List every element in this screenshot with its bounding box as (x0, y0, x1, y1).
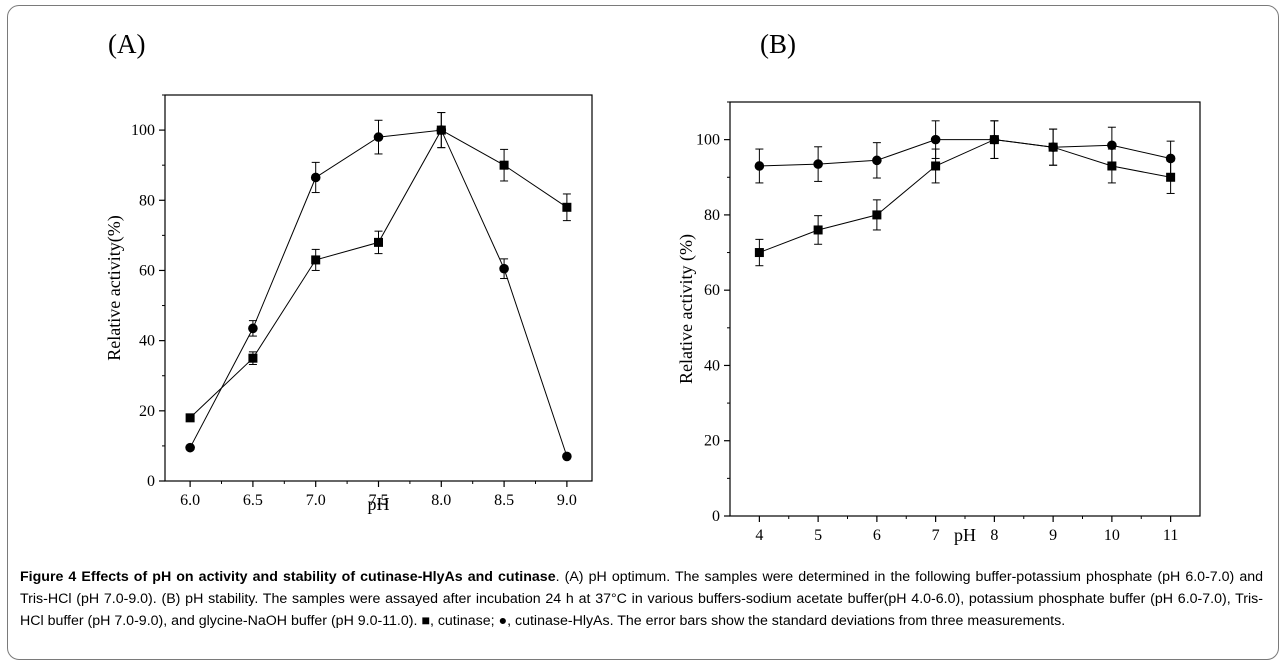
chart-panel-a: (A) 6.0 6.5 7.0 7.5 8.0 8.5 9.0 0 20 40 60 80 100 pH Re… (104, 29, 593, 514)
panel-label: (A) (108, 29, 145, 59)
data-point-circle (1165, 153, 1176, 164)
x-tick-label: 8.5 (494, 492, 514, 509)
data-point-square (813, 225, 823, 235)
data-point-circle (185, 442, 195, 453)
x-tick-label: 7.0 (306, 492, 326, 509)
y-axis-title: Relative activity (%) (676, 234, 697, 384)
x-tick-label: 9 (1049, 527, 1057, 544)
y-tick-label: 100 (131, 122, 155, 139)
y-tick-label: 40 (704, 357, 720, 374)
y-tick-label: 60 (139, 262, 155, 279)
series-square (185, 112, 572, 423)
series-line (759, 139, 1171, 253)
data-point-circle (872, 155, 882, 166)
y-tick-label: 80 (139, 192, 155, 209)
data-point-square (872, 210, 882, 220)
data-point-circle (373, 132, 384, 142)
x-tick-label: 5 (814, 527, 822, 544)
y-tick-label: 100 (696, 132, 720, 149)
y-axis-title: Relative activity(%) (104, 215, 125, 360)
panel-label: (B) (760, 29, 796, 59)
y-tick-label: 0 (147, 473, 155, 490)
y-tick-label: 0 (712, 508, 720, 525)
series-line (759, 139, 1171, 167)
data-point-circle (930, 134, 941, 145)
data-point-square (1107, 161, 1117, 171)
data-point-square (499, 160, 509, 170)
data-point-circle (754, 161, 765, 171)
data-point-square (311, 255, 321, 265)
y-tick-label: 20 (139, 403, 155, 420)
data-point-circle (813, 159, 823, 169)
data-point-circle (310, 172, 321, 183)
data-point-square (562, 202, 572, 212)
x-tick-label: 6.0 (180, 492, 200, 509)
x-tick-label: 10 (1104, 527, 1120, 544)
data-point-circle (436, 125, 447, 135)
caption-text: . (A) pH optimum. The samples were deter… (20, 569, 1263, 629)
x-tick-label: 8 (990, 527, 998, 544)
caption-title: Figure 4 Effects of pH on activity and s… (20, 569, 556, 585)
x-tick-label: 6 (873, 527, 881, 544)
y-tick-label: 80 (704, 207, 720, 224)
data-point-square (754, 248, 764, 258)
data-point-square (374, 237, 383, 247)
data-point-circle (499, 263, 509, 274)
data-point-square (248, 353, 258, 363)
data-point-circle (1048, 142, 1058, 152)
x-tick-label: 8.0 (431, 492, 451, 509)
series-circle (185, 112, 572, 462)
data-point-circle (1107, 140, 1117, 151)
plot-frame (729, 101, 1201, 517)
data-point-circle (248, 323, 258, 334)
x-tick-label: 7.5 (369, 492, 389, 509)
data-point-square (931, 161, 941, 171)
data-point-circle (562, 451, 572, 462)
data-point-square (185, 413, 195, 423)
x-tick-label: 4 (755, 527, 763, 544)
y-tick-label: 20 (704, 433, 720, 450)
data-point-square (1166, 172, 1176, 182)
x-axis-title: pH (368, 494, 390, 514)
x-tick-label: 7 (932, 527, 940, 544)
series-circle (754, 120, 1176, 184)
figure-frame (7, 5, 1279, 660)
y-tick-label: 60 (704, 282, 720, 299)
data-point-circle (989, 134, 1000, 145)
figure-caption: Figure 4 Effects of pH on activity and s… (20, 566, 1263, 632)
y-tick-label: 40 (139, 333, 155, 350)
series-line (189, 129, 568, 457)
x-axis-title: pH (954, 525, 976, 545)
chart-panel-b: (B) 4 5 6 7 8 9 10 11 0 20 40 60 80 100 pH Relative acti… (676, 29, 1201, 545)
x-tick-label: 11 (1163, 527, 1178, 544)
x-tick-label: 9.0 (557, 492, 577, 509)
series-line (189, 129, 568, 419)
x-tick-label: 6.5 (243, 492, 263, 509)
